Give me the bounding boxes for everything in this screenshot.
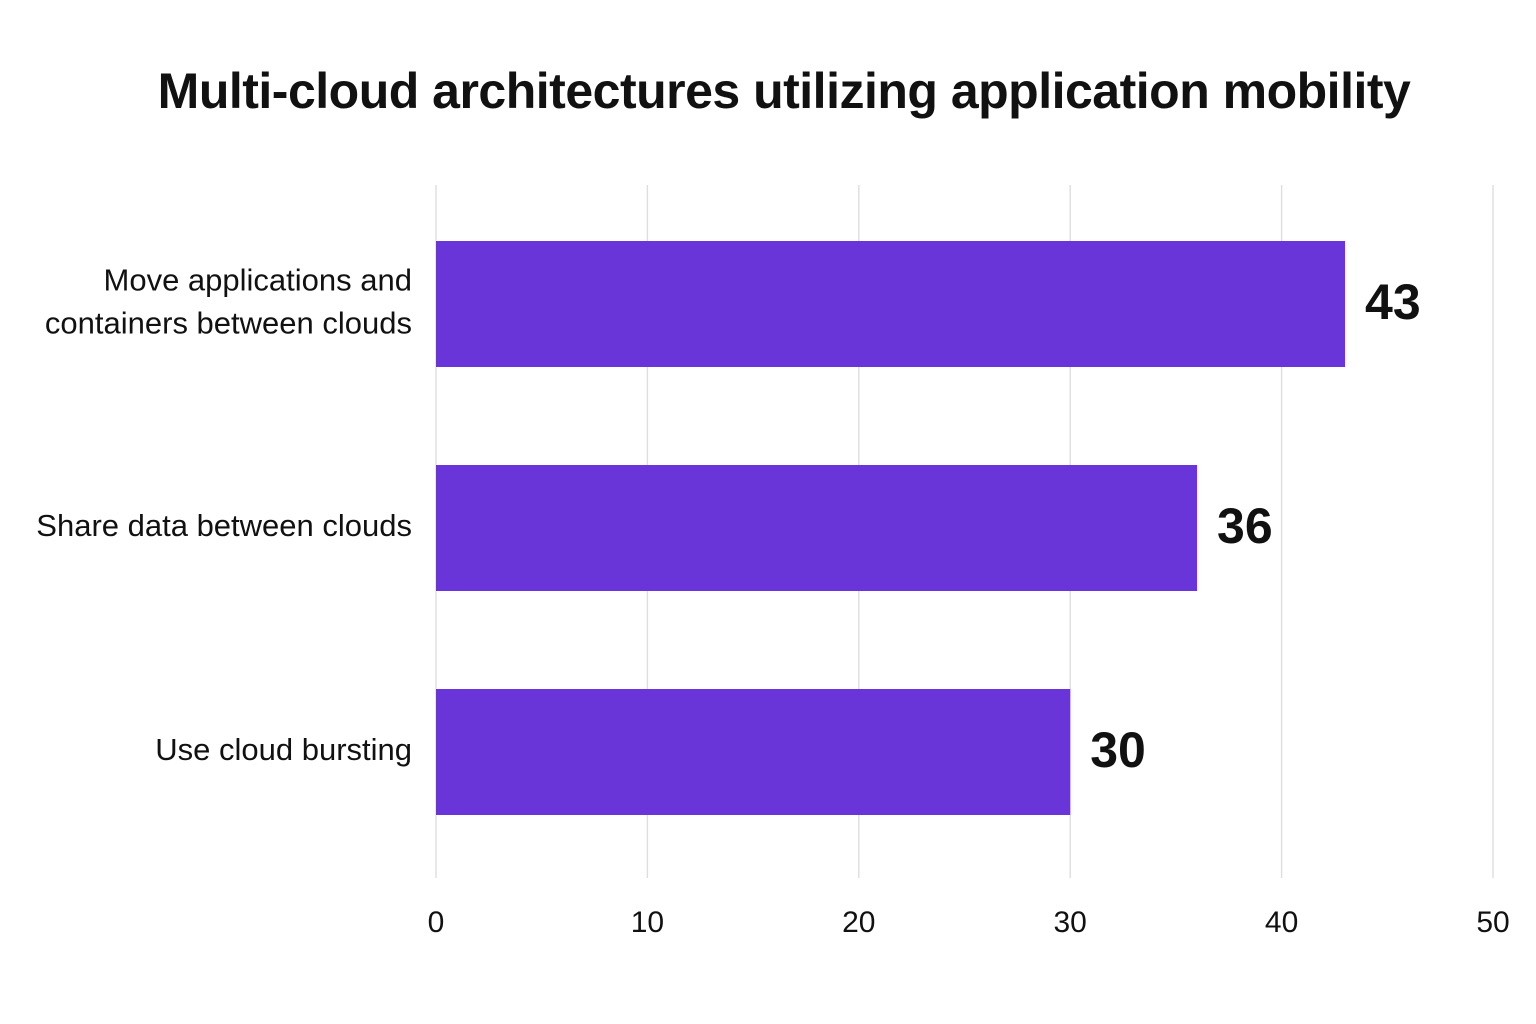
category-label: Use cloud bursting bbox=[155, 732, 412, 767]
category-label: Share data between clouds bbox=[36, 508, 412, 543]
x-tick-label: 10 bbox=[631, 906, 664, 939]
x-tick-label: 50 bbox=[1476, 906, 1509, 939]
x-tick-label: 40 bbox=[1265, 906, 1298, 939]
bar bbox=[436, 465, 1198, 591]
value-label: 43 bbox=[1365, 274, 1421, 330]
category-label: Move applications and containers between … bbox=[45, 263, 412, 341]
bar bbox=[436, 689, 1071, 815]
x-tick-label: 20 bbox=[842, 906, 875, 939]
value-label: 30 bbox=[1090, 722, 1146, 778]
chart-title: Multi-cloud architectures utilizing appl… bbox=[157, 63, 1411, 119]
bar bbox=[436, 241, 1346, 367]
value-label: 36 bbox=[1217, 498, 1273, 554]
x-tick-label: 30 bbox=[1054, 906, 1087, 939]
x-tick-label: 0 bbox=[428, 906, 445, 939]
